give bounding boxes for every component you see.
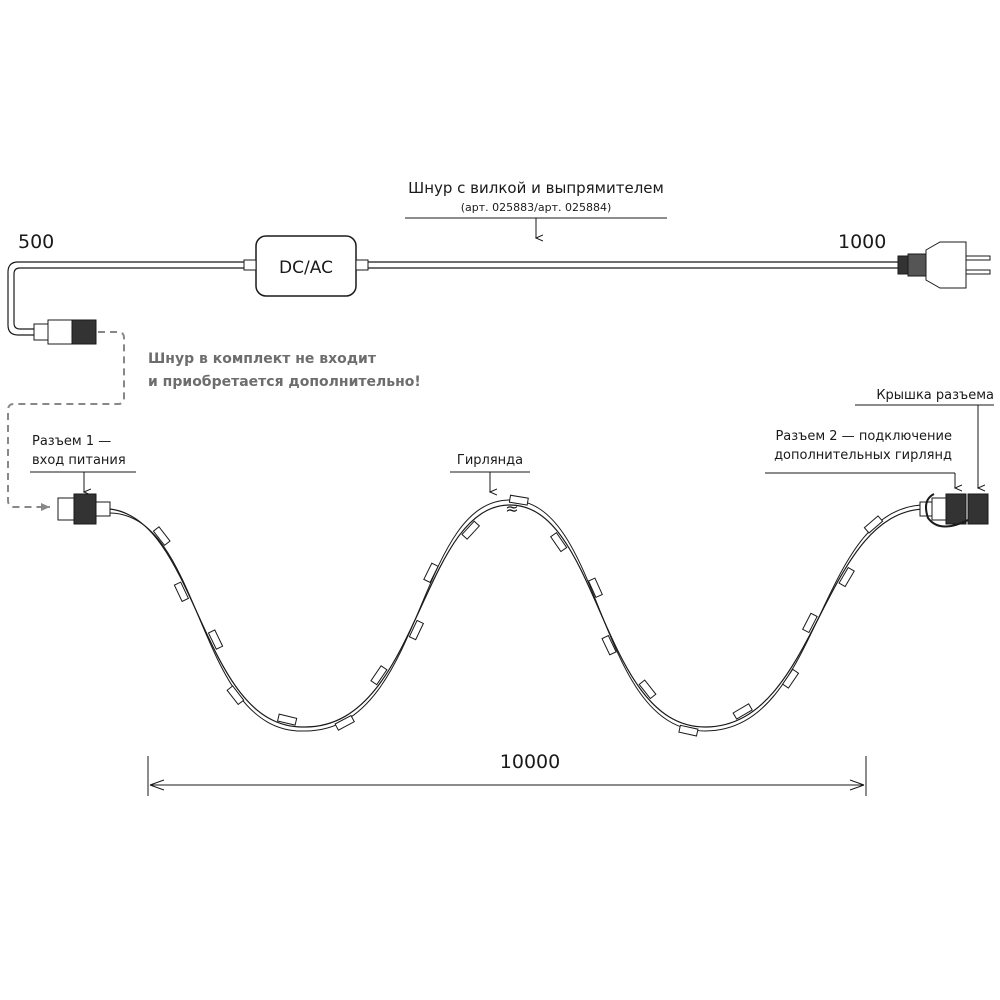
garland-wire [109, 504, 931, 728]
connector1-icon [57, 493, 111, 525]
led-lamp-icon [461, 520, 481, 540]
led-lamp-icon [587, 577, 603, 599]
connector2-icon [919, 493, 967, 525]
led-lamp-icon [802, 612, 818, 634]
dc-ac-converter: DC/AC [243, 235, 369, 297]
led-lamp-icon [408, 619, 425, 641]
dimension-1000: 1000 [838, 231, 886, 253]
led-lamp-icon [226, 685, 245, 706]
connector1-label-line1: Разъем 1 — [32, 434, 111, 449]
power-cord [7, 261, 898, 336]
led-lamp-icon [508, 494, 529, 506]
connector2-label-line2: дополнительных гирлянд [774, 448, 952, 463]
cord-title: Шнур с вилкой и выпрямителем [408, 179, 664, 197]
led-lamp-icon [549, 532, 568, 553]
led-lamp-icon [838, 566, 855, 588]
dimension-10000: 10000 [500, 751, 560, 773]
led-lamp-icon [207, 629, 224, 650]
wire-break-symbol: ≈ [505, 499, 518, 518]
led-lamp-icon [152, 526, 171, 547]
led-lamp-icon [276, 713, 298, 726]
led-lamp-icon [423, 562, 439, 584]
led-lamp-icon [678, 724, 699, 737]
cord-articles: (арт. 025883/арт. 025884) [461, 201, 612, 214]
cap-label: Крышка разъема [876, 388, 994, 403]
led-lamp-icon [863, 515, 884, 534]
led-lamp-icon [638, 679, 657, 700]
connector-cap-icon [925, 493, 989, 528]
led-lamp-icon [781, 668, 800, 689]
dimension-500: 500 [18, 231, 54, 253]
led-lamp-icon [370, 665, 388, 686]
not-included-note-line2: и приобретается дополнительно! [148, 374, 421, 390]
converter-label: DC/AC [279, 258, 333, 278]
connector2-label-line1: Разъем 2 — подключение [775, 429, 952, 444]
cord-connector-icon [33, 319, 97, 345]
plug-icon [897, 241, 991, 289]
led-lamp-icon [334, 714, 355, 731]
not-included-note-line1: Шнур в комплект не входит [148, 351, 377, 367]
lamps-group [152, 494, 884, 737]
optional-connection-dashed-line [7, 331, 125, 511]
garland-label: Гирлянда [457, 453, 523, 468]
connector1-label-line2: вход питания [32, 453, 126, 468]
led-lamp-icon [601, 634, 617, 656]
led-lamp-icon [732, 703, 753, 720]
led-lamp-icon [173, 581, 190, 603]
